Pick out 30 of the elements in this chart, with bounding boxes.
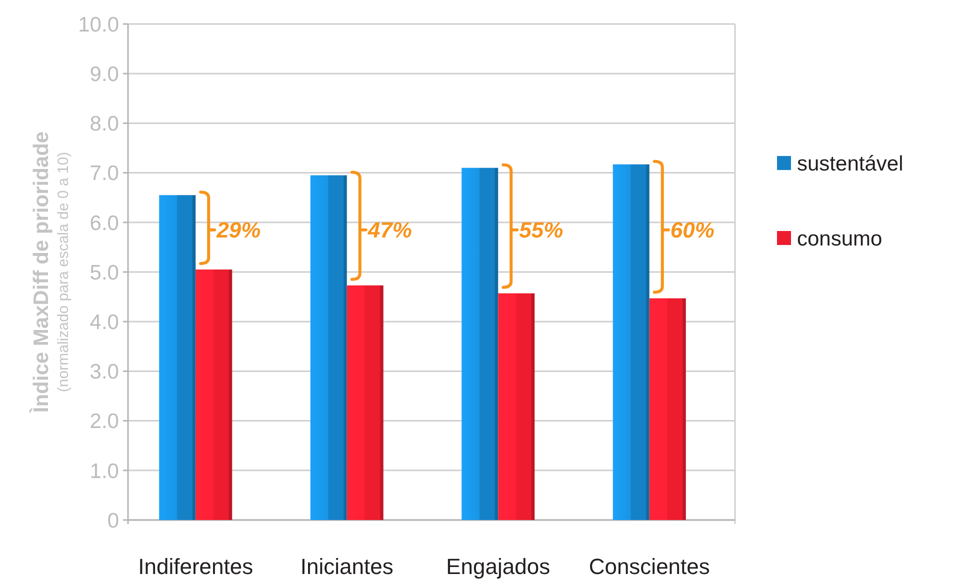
bar — [498, 293, 535, 520]
annotation: 29% — [216, 218, 261, 243]
annotation: 47% — [366, 218, 412, 243]
annotation: 60% — [670, 218, 714, 243]
y-tick-label: 2.0 — [90, 410, 119, 434]
x-tick-label: Iniciantes — [300, 554, 394, 579]
legend-label: consumo — [797, 227, 882, 250]
x-tick-label: Engajados — [446, 554, 550, 579]
annotation: 55% — [519, 218, 564, 243]
bar — [649, 298, 686, 520]
y-tick-label: 8.0 — [90, 112, 119, 136]
bar — [462, 168, 498, 520]
y-tick-label: 0 — [107, 509, 119, 532]
y-axis-title: Ìndice MaxDiff de prioridade (normalizado para escala de 0 a 10) — [29, 131, 72, 414]
x-tick-label: Indiferentes — [138, 554, 254, 579]
bar — [346, 285, 384, 520]
y-tick-label: 6.0 — [90, 212, 119, 235]
bar — [159, 195, 196, 520]
legend-label: sustentável — [797, 152, 904, 176]
bar — [196, 270, 232, 520]
y-tick-label: 9.0 — [90, 62, 119, 86]
y-tick-label: 5.0 — [90, 261, 119, 284]
y-tick-label: 1.0 — [90, 460, 119, 483]
bar — [612, 164, 650, 520]
x-tick-label: Conscientes — [588, 554, 710, 579]
bar — [310, 175, 347, 520]
y-tick-label: 10.0 — [78, 13, 119, 36]
y-tick-label: 4.0 — [90, 310, 119, 334]
y-tick-label: 7.0 — [90, 162, 119, 186]
y-tick-label: 3.0 — [90, 360, 119, 384]
